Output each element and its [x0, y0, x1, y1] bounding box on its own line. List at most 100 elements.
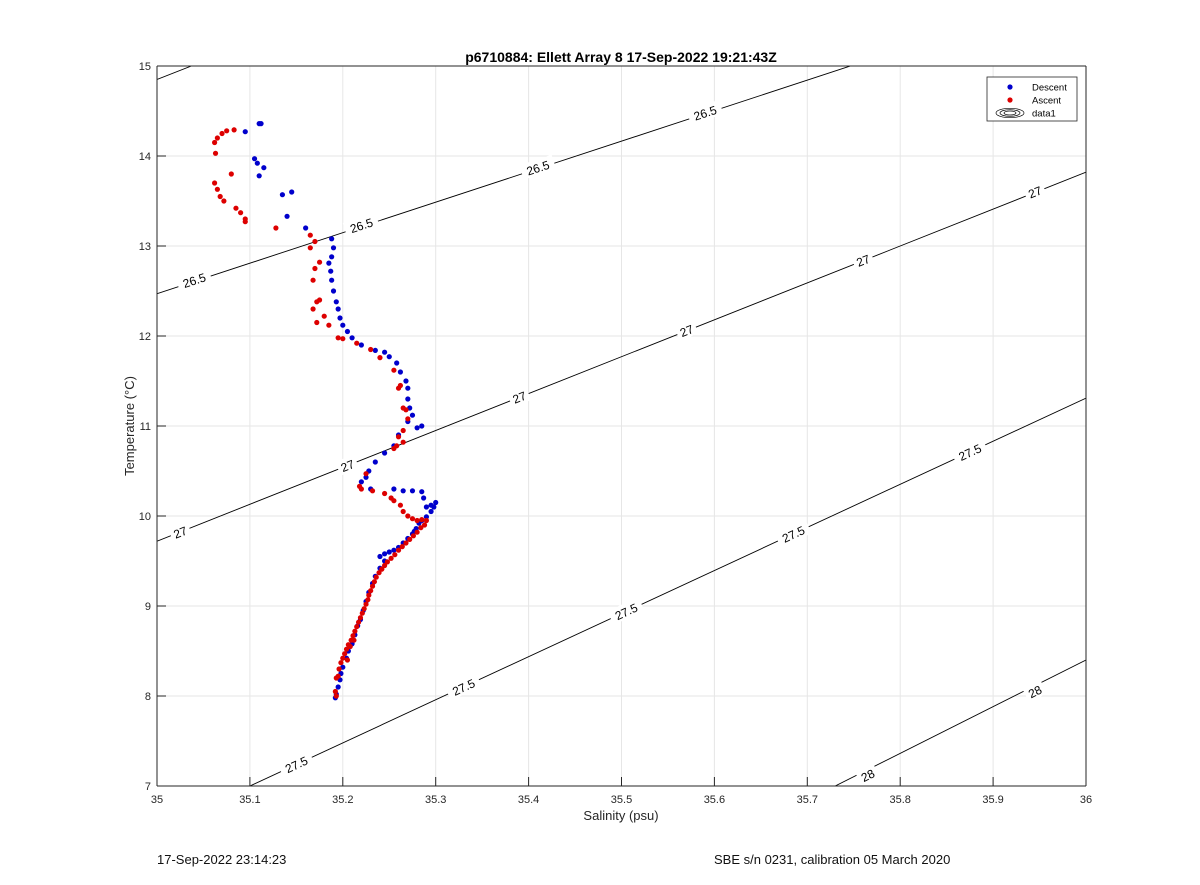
data-point-descent: [405, 385, 411, 391]
y-tick-label: 14: [139, 151, 151, 163]
contour-label-background: [167, 521, 193, 543]
data-point-descent: [358, 342, 364, 348]
data-point-ascent: [357, 615, 364, 621]
contour-label-background: [774, 519, 812, 548]
data-point-ascent: [409, 516, 416, 522]
data-point-descent: [391, 486, 397, 492]
x-tick-label: 35: [151, 794, 163, 806]
contour-label-background: [277, 749, 315, 778]
data-point-ascent: [397, 502, 403, 508]
data-point-descent: [419, 423, 425, 429]
data-point-descent: [326, 260, 332, 266]
data-point-descent: [258, 121, 264, 127]
data-point-descent: [254, 160, 260, 166]
data-point-ascent: [212, 150, 219, 156]
data-point-ascent: [395, 385, 402, 391]
x-tick-label: 35.8: [889, 794, 910, 806]
data-point-descent: [386, 354, 392, 360]
x-tick-label: 35.1: [239, 794, 260, 806]
data-point-ascent: [358, 486, 364, 492]
data-point-descent: [256, 173, 262, 179]
data-point-descent: [330, 245, 337, 251]
data-point-ascent: [307, 232, 313, 238]
data-point-ascent: [359, 610, 365, 616]
data-point-descent: [382, 450, 388, 456]
data-point-ascent: [211, 139, 218, 146]
data-point-ascent: [421, 522, 428, 528]
contour-label-background: [674, 319, 699, 341]
chart-title: p6710884: Ellett Array 8 17-Sep-2022 19:…: [465, 49, 777, 65]
contour-label-group: 27: [674, 319, 699, 341]
contour-label-group: 28: [1022, 679, 1047, 703]
data-point-descent: [340, 322, 346, 328]
legend-contour-icon: [995, 107, 1025, 119]
data-point-ascent: [379, 566, 385, 572]
data-series: [211, 121, 439, 701]
data-point-descent: [329, 277, 335, 283]
contour-label-group: 27: [335, 454, 360, 476]
contour-line: [157, 171, 1086, 542]
data-point-ascent: [342, 651, 348, 657]
contour-label-group: 27: [1022, 180, 1047, 203]
contour-label-background: [951, 437, 989, 466]
y-tick-label: 15: [139, 61, 151, 73]
data-point-ascent: [211, 180, 218, 186]
data-point-descent: [242, 129, 248, 135]
y-tick-label: 7: [145, 781, 151, 793]
contour-label: 28: [1026, 683, 1045, 702]
data-point-ascent: [350, 633, 356, 639]
data-point-ascent: [361, 606, 367, 612]
data-point-ascent: [242, 219, 248, 225]
data-point-ascent: [314, 299, 320, 305]
contour-line: [249, 397, 1086, 786]
y-tick-label: 8: [145, 691, 151, 703]
data-point-ascent: [343, 646, 350, 652]
data-point-ascent: [363, 471, 369, 477]
contour-label: 27: [511, 389, 529, 407]
legend-label: Ascent: [1032, 96, 1061, 107]
data-point-ascent: [377, 355, 383, 361]
contour-label-group: 27: [507, 386, 532, 408]
legend-marker: [1007, 84, 1013, 90]
contour-label: 27: [678, 322, 696, 340]
data-point-descent: [431, 504, 437, 510]
data-point-ascent: [403, 540, 409, 546]
density-contours: 26.526.526.526.527272727272727.527.527.5…: [157, 66, 1086, 786]
data-point-descent: [372, 459, 378, 465]
contour-label: 27: [172, 524, 190, 542]
data-point-ascent: [418, 525, 424, 531]
contour-label-background: [1022, 180, 1047, 203]
data-point-descent: [386, 549, 392, 555]
legend[interactable]: Descent Ascent data1: [986, 76, 1078, 122]
data-point-ascent: [312, 265, 318, 272]
data-point-descent: [289, 189, 295, 195]
data-point-ascent: [352, 628, 358, 634]
y-axis-label: Temperature (°C): [122, 376, 137, 476]
data-point-descent: [428, 508, 434, 515]
data-point-descent: [423, 504, 430, 510]
x-tick-label: 35.9: [982, 794, 1003, 806]
legend-box: [986, 76, 1078, 122]
legend-contour-icon: [1003, 110, 1017, 116]
data-point-ascent: [310, 306, 316, 312]
data-point-ascent: [273, 225, 279, 231]
data-point-ascent: [217, 193, 223, 200]
data-point-ascent: [307, 245, 313, 251]
x-axis-label: Salinity (psu): [583, 808, 658, 823]
data-point-ascent: [233, 205, 239, 211]
data-point-ascent: [410, 533, 417, 539]
data-point-ascent: [382, 490, 388, 497]
data-point-descent: [382, 349, 388, 355]
data-point-ascent: [310, 277, 316, 283]
data-point-ascent: [354, 340, 360, 346]
contour-label-background: [686, 99, 724, 125]
x-tick-label: 35.2: [332, 794, 353, 806]
data-point-ascent: [326, 322, 332, 328]
data-point-ascent: [314, 319, 320, 326]
data-point-descent: [279, 192, 286, 198]
data-point-ascent: [224, 128, 230, 134]
data-point-descent: [394, 360, 400, 366]
data-point-ascent: [333, 693, 339, 699]
data-point-ascent: [335, 335, 341, 341]
